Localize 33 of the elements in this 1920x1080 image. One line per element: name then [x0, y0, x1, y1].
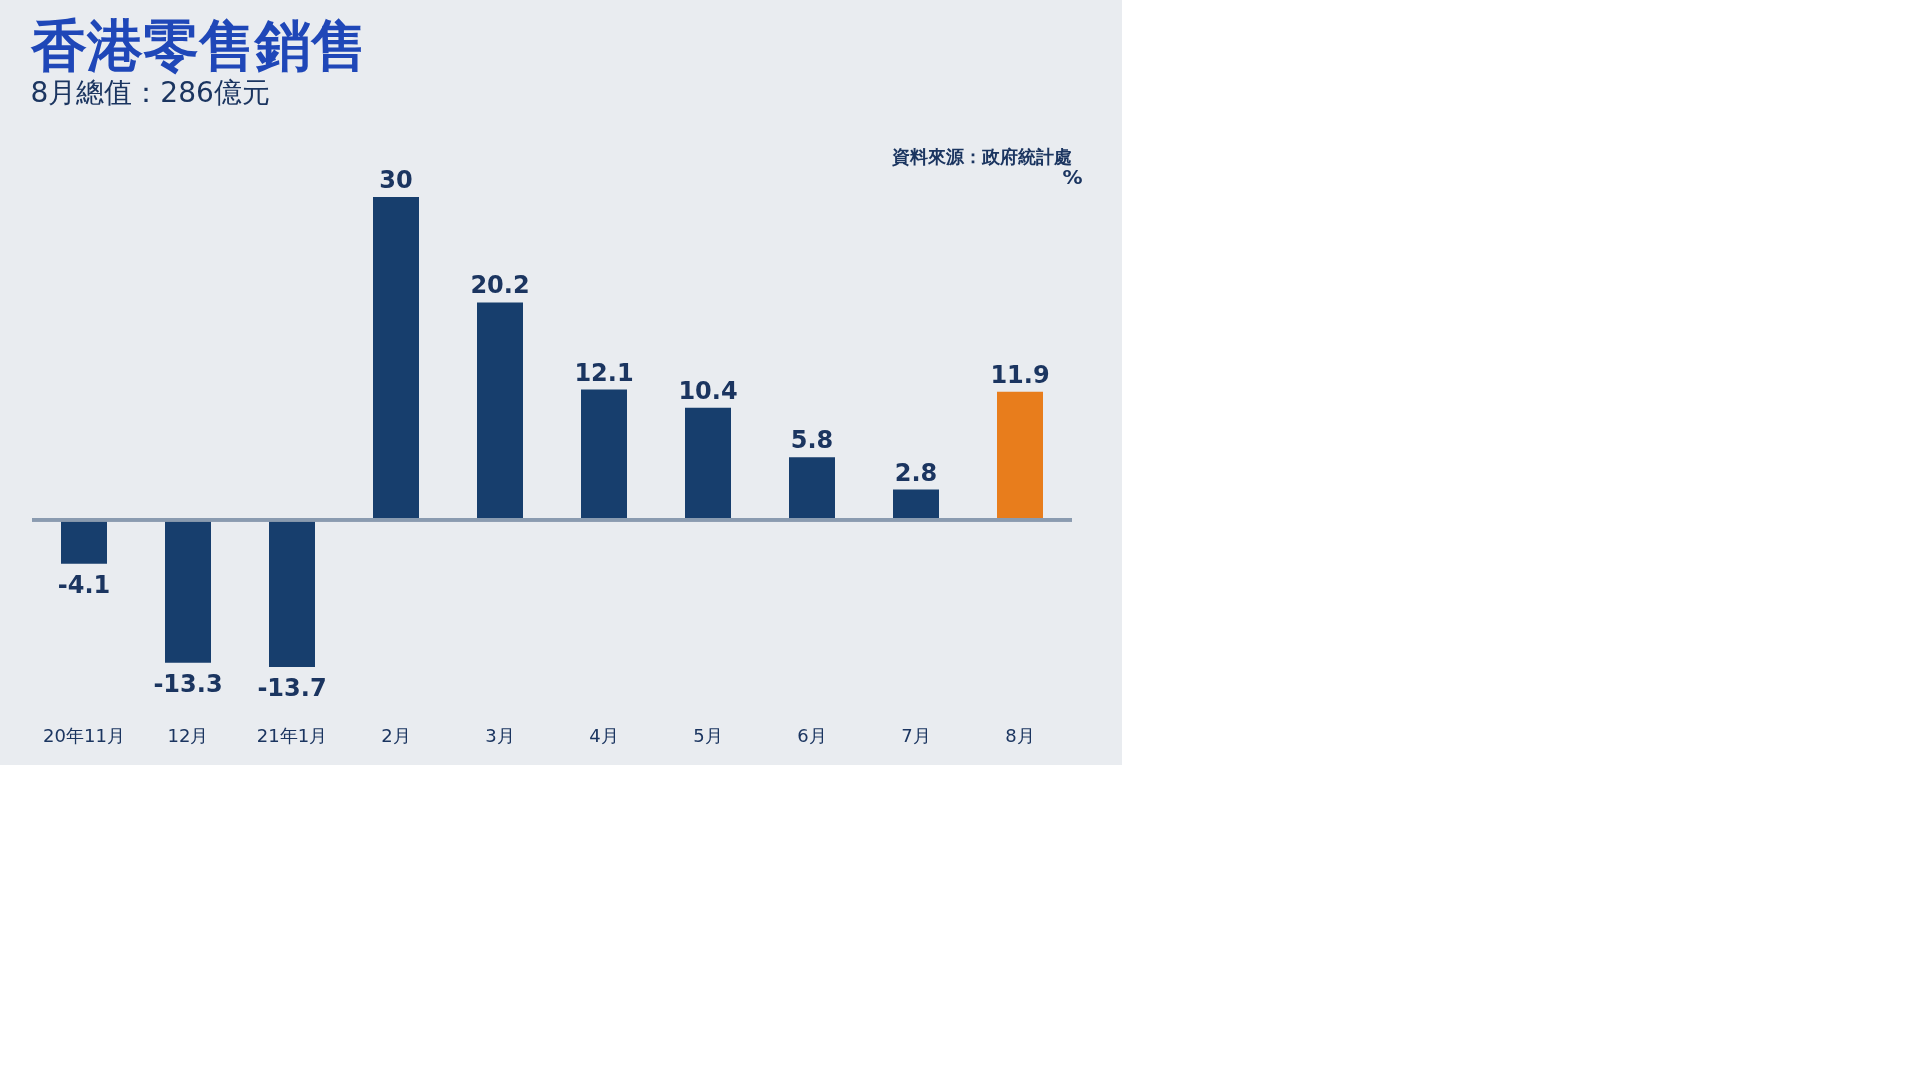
data-label: 5.8	[790, 426, 834, 455]
data-label: 20.2	[470, 271, 530, 300]
x-tick-label: 8月	[1005, 724, 1035, 746]
data-label: -4.1	[57, 570, 111, 599]
source-note: 資料來源：政府統計處	[891, 146, 1072, 167]
data-label: -13.7	[257, 674, 327, 702]
data-label: -13.3	[153, 669, 223, 698]
bar	[997, 391, 1043, 520]
data-label: 10.4	[678, 376, 738, 405]
chart-subtitle: 8月總值：286億元	[30, 76, 270, 109]
bar	[477, 302, 523, 520]
data-label: 2.8	[894, 458, 938, 487]
x-tick-label: 6月	[797, 724, 827, 746]
bar	[269, 519, 315, 667]
data-label: 12.1	[574, 358, 634, 387]
x-tick-label: 21年1月	[256, 724, 328, 746]
data-label: 11.9	[990, 360, 1050, 389]
x-tick-label: 20年11月	[43, 724, 125, 746]
bar	[789, 457, 835, 520]
x-tick-label: 5月	[693, 724, 723, 746]
x-tick-label: 7月	[901, 724, 931, 746]
x-tick-label: 4月	[589, 724, 619, 746]
bar	[61, 519, 107, 564]
bar	[893, 489, 939, 520]
x-tick-label: 2月	[381, 724, 411, 746]
x-tick-label: 12月	[167, 724, 209, 746]
x-tick-label: 3月	[485, 724, 515, 746]
bar	[373, 197, 419, 520]
bar	[165, 519, 211, 663]
chart-title: 香港零售銷售	[29, 13, 367, 78]
bar	[685, 407, 731, 520]
data-label: 30	[379, 166, 413, 194]
bar	[581, 389, 627, 520]
